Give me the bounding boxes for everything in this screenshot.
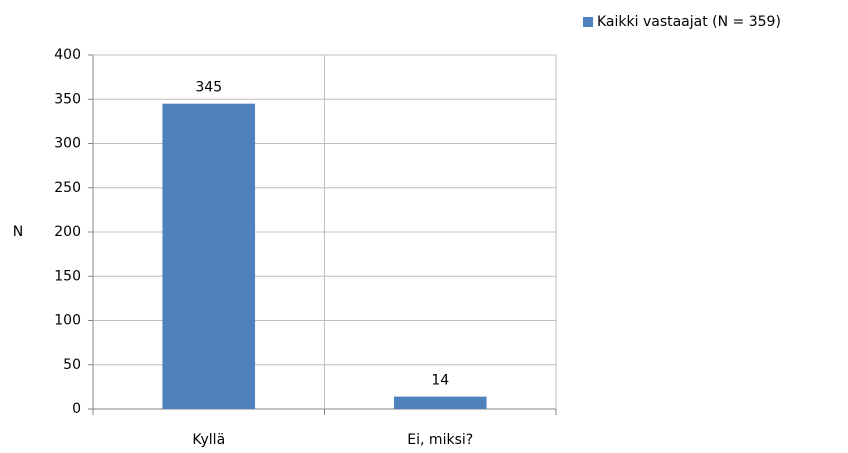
- y-tick-label: 200: [54, 224, 81, 240]
- y-axis-label: N: [13, 224, 23, 240]
- data-label: 14: [431, 373, 449, 389]
- x-tick-label: Ei, miksi?: [407, 432, 473, 448]
- bar: [393, 396, 487, 409]
- y-tick-label: 300: [54, 136, 81, 152]
- x-tick-label: Kyllä: [192, 432, 225, 448]
- bar: [162, 103, 256, 410]
- y-tick-label: 350: [54, 91, 81, 107]
- y-tick-label: 50: [63, 357, 81, 373]
- data-label: 345: [195, 80, 222, 96]
- y-tick-label: 150: [54, 268, 81, 284]
- y-tick-label: 100: [54, 313, 81, 329]
- y-tick-label: 400: [54, 47, 81, 63]
- legend-label: Kaikki vastaajat (N = 359): [597, 14, 781, 30]
- y-tick-label: 250: [54, 180, 81, 196]
- legend-swatch: [583, 17, 593, 27]
- y-tick-label: 0: [72, 401, 81, 417]
